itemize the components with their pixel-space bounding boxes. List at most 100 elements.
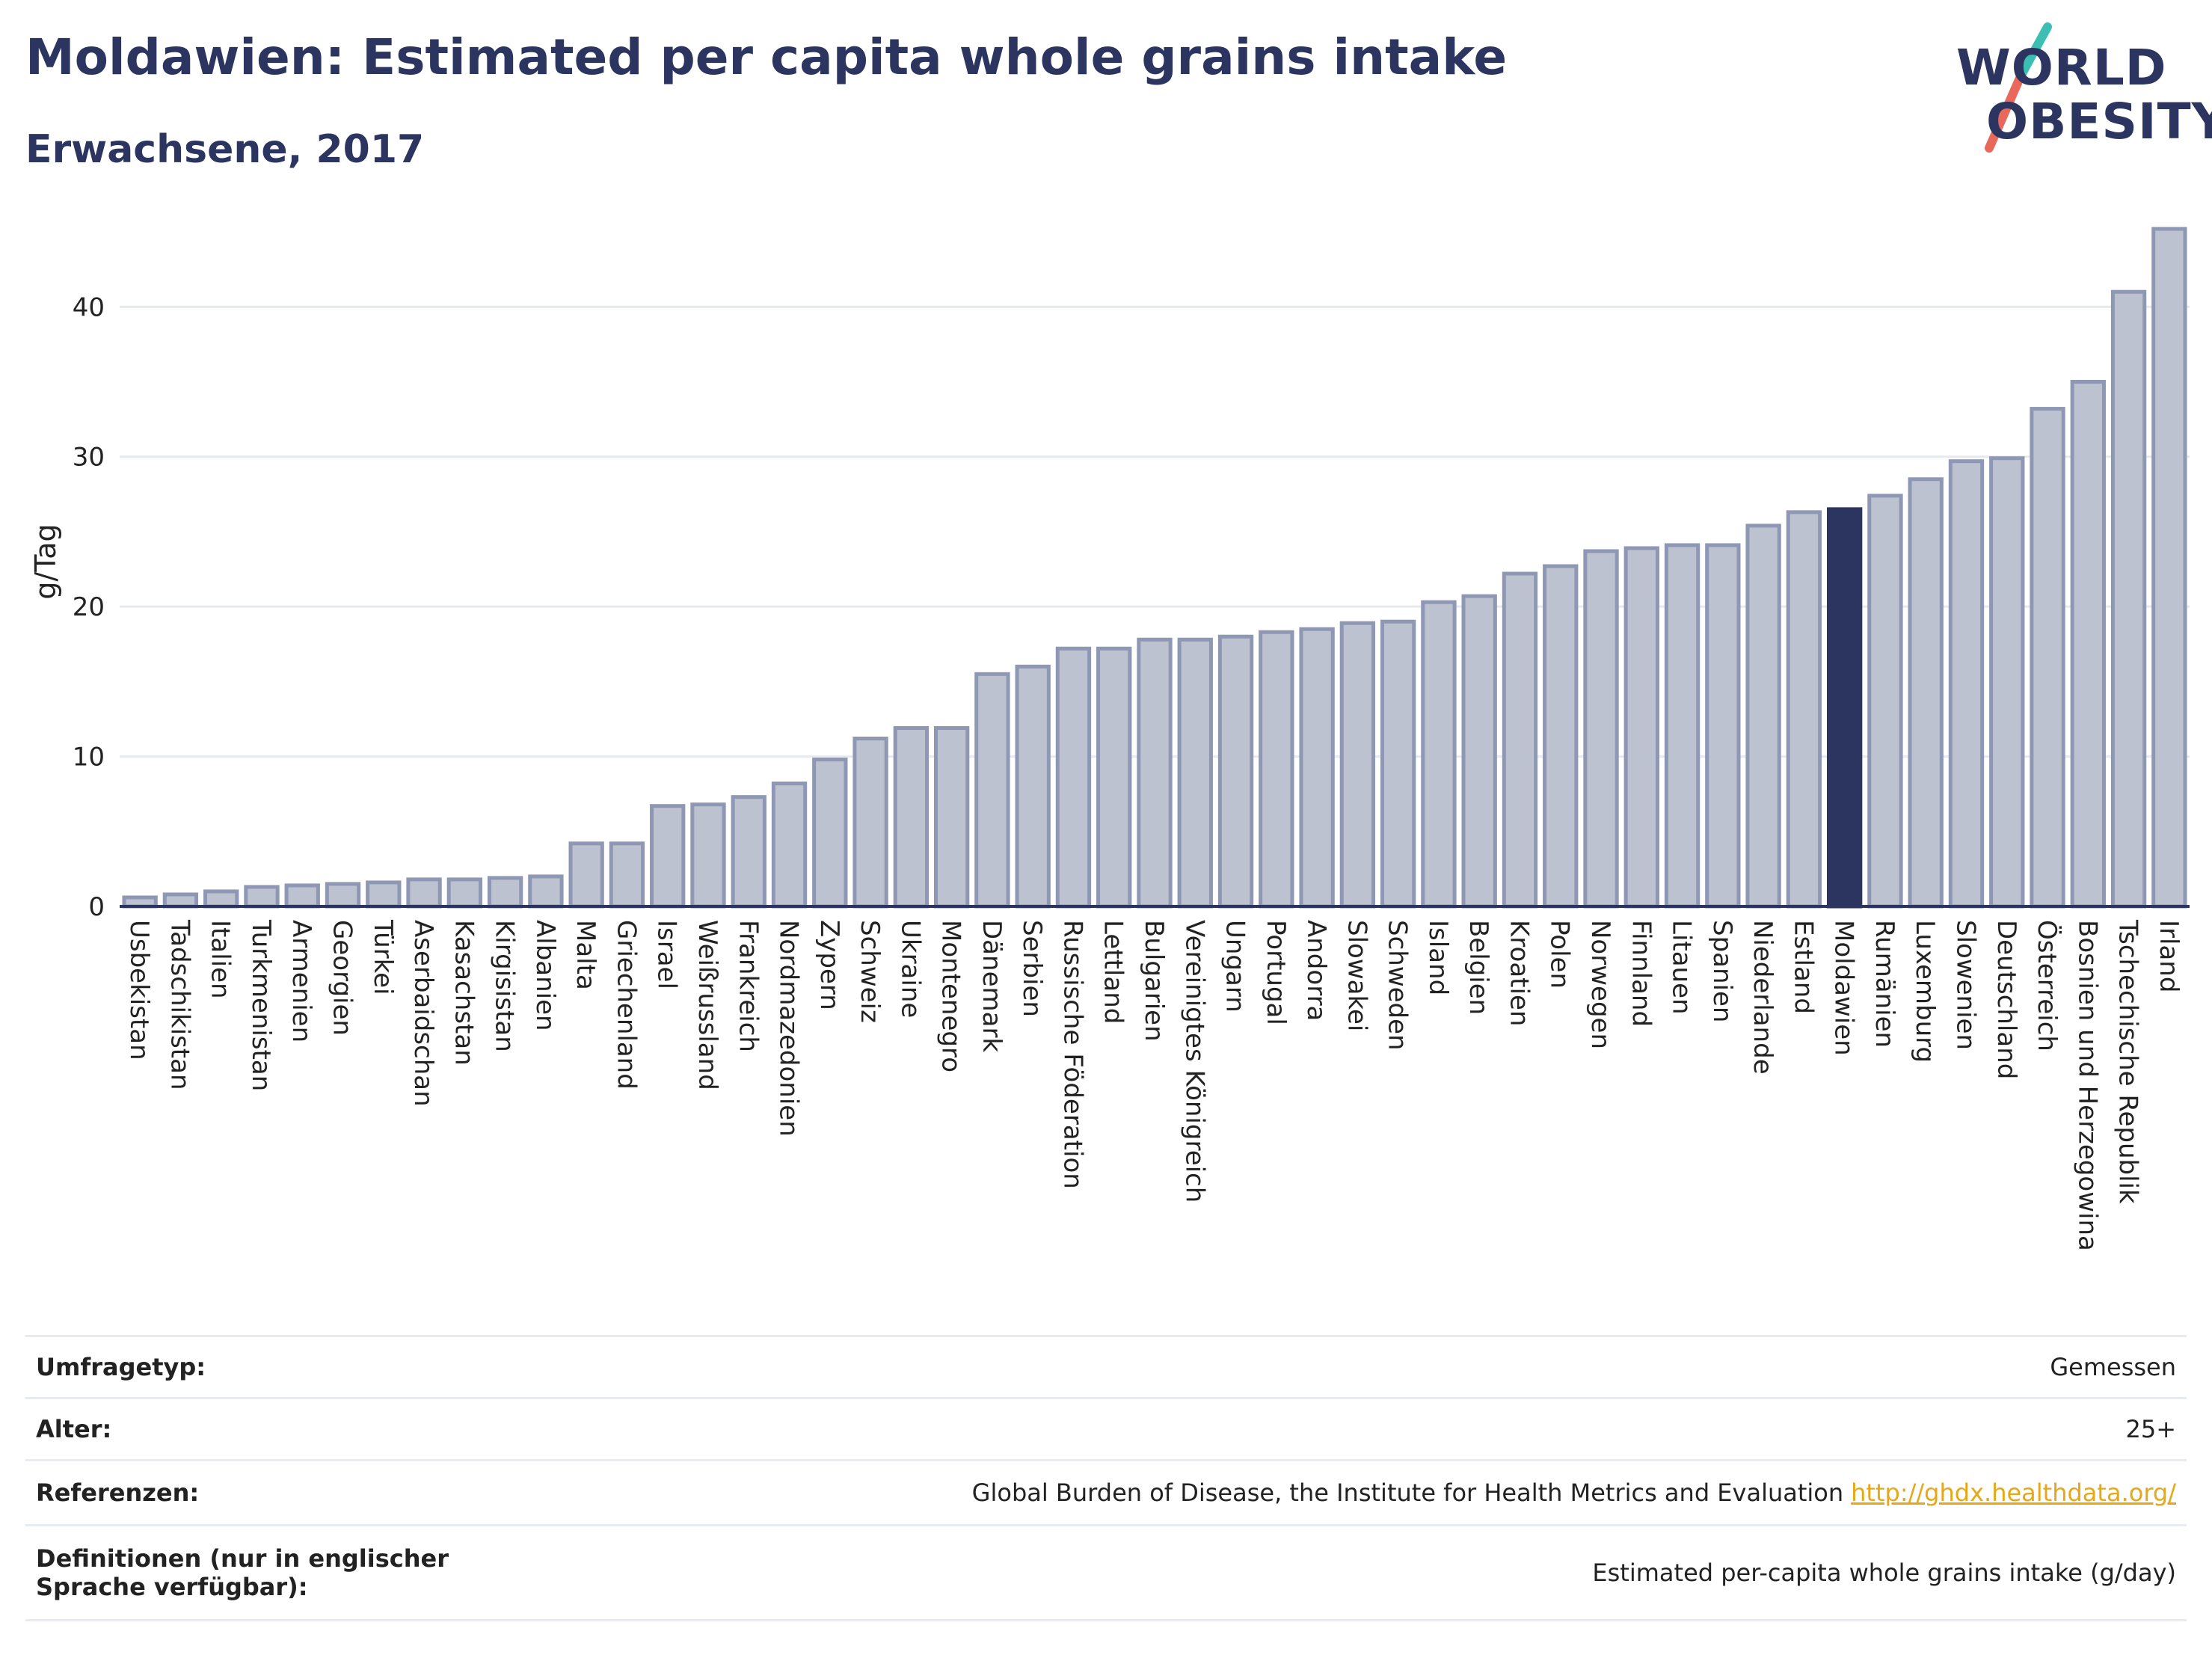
meta-value: Estimated per-capita whole grains intake… xyxy=(1592,1559,2187,1587)
x-tick-label: Andorra xyxy=(1301,920,1331,1021)
meta-label: Umfragetyp: xyxy=(36,1353,206,1381)
bar-41 xyxy=(1786,510,1822,909)
x-tick-label: Kroatien xyxy=(1504,920,1534,1026)
world-obesity-logo: WORLD OBESITY xyxy=(1952,22,2212,157)
x-tick-label: Aserbaidschan xyxy=(408,920,438,1107)
x-tick-label: Slowenien xyxy=(1950,920,1980,1050)
x-tick-label: Slowakei xyxy=(1342,920,1371,1031)
x-tick-label: Ukraine xyxy=(895,920,925,1018)
x-tick-label: Bulgarien xyxy=(1139,920,1169,1042)
x-tick-label: Nordmazedonien xyxy=(774,920,804,1137)
bar-7 xyxy=(406,877,442,909)
x-tick-label: Niederlande xyxy=(1748,920,1778,1075)
x-tick-label: Portugal xyxy=(1261,920,1291,1025)
meta-value-text: Global Burden of Disease, the Institute … xyxy=(971,1479,1844,1507)
x-tick-label: Türkei xyxy=(368,919,398,995)
x-tick-label: Belgien xyxy=(1463,920,1493,1015)
metadata-table: Umfragetyp: Gemessen Alter: 25+ Referenzen: G… xyxy=(25,1335,2187,1621)
x-tick-label: Malta xyxy=(571,920,600,990)
bar-18 xyxy=(852,737,888,909)
bar-43 xyxy=(1867,494,1903,909)
y-tick-label: 20 xyxy=(73,592,105,622)
bar-27 xyxy=(1217,634,1254,909)
meta-value: Gemessen xyxy=(2050,1353,2187,1381)
meta-label: Referenzen: xyxy=(36,1479,200,1507)
bar-17 xyxy=(812,758,848,909)
meta-value-text: Gemessen xyxy=(2050,1353,2176,1381)
x-tick-label: Norwegen xyxy=(1585,920,1615,1049)
bar-24 xyxy=(1096,646,1132,909)
bar-chart: 0 10 20 30 40 g/Tag Usbekistan Tadschikistan Ita… xyxy=(29,227,2190,1251)
logo-slash-bottom xyxy=(1985,72,2025,153)
bar-46 xyxy=(1989,456,2025,909)
x-tick-label: Tadschikistan xyxy=(165,919,194,1090)
bar-40 xyxy=(1745,523,1781,909)
bar-38 xyxy=(1664,543,1701,909)
bar-36 xyxy=(1583,549,1619,909)
bar-37 xyxy=(1623,546,1659,909)
bar-29 xyxy=(1299,627,1335,909)
bar-16 xyxy=(771,782,808,909)
x-tick-label: Kasachstan xyxy=(449,920,479,1066)
x-tick-label: Bosnien und Herzegowina xyxy=(2072,920,2102,1251)
bar-48 xyxy=(2070,379,2106,909)
logo-slash-top xyxy=(2016,22,2052,81)
bar-8 xyxy=(446,877,483,909)
x-tick-label: Zypern xyxy=(814,920,844,1010)
y-axis-label: g/Tag xyxy=(29,523,62,599)
x-tick-label: Schweden xyxy=(1383,920,1413,1051)
meta-row: Umfragetyp: Gemessen xyxy=(25,1335,2187,1397)
bar-47 xyxy=(2030,407,2065,909)
chart-title: Moldawien: Estimated per capita whole gr… xyxy=(25,28,1508,86)
meta-row: Definitionen (nur in englischer Sprache … xyxy=(25,1524,2187,1621)
bar-25 xyxy=(1137,637,1173,909)
x-tick-label: Usbekistan xyxy=(124,920,154,1060)
bar-45 xyxy=(1948,459,1985,909)
bar-28 xyxy=(1259,630,1294,909)
reference-link[interactable]: http://ghdx.healthdata.org/ xyxy=(1851,1479,2176,1507)
bar-12 xyxy=(609,841,645,909)
x-tick-label: Kirgisistan xyxy=(490,920,520,1052)
meta-value: 25+ xyxy=(2125,1415,2187,1443)
bar-23 xyxy=(1055,646,1092,909)
bar-19 xyxy=(893,725,930,909)
bar-14 xyxy=(690,802,726,909)
x-tick-label: Frankreich xyxy=(733,920,763,1052)
x-tick-label: Schweiz xyxy=(855,920,885,1023)
chart-subtitle: Erwachsene, 2017 xyxy=(25,127,425,172)
y-tick-label: 0 xyxy=(88,892,105,922)
bar-6 xyxy=(366,880,402,909)
bar-10 xyxy=(528,874,564,909)
x-tick-label: Weißrussland xyxy=(692,920,722,1090)
x-tick-label: Finnland xyxy=(1626,920,1656,1027)
y-tick-label: 10 xyxy=(73,743,105,773)
x-tick-label: Dänemark xyxy=(977,920,1007,1052)
x-tick-label: Montenegro xyxy=(936,920,966,1072)
x-tick-label: Österreich xyxy=(2032,920,2062,1051)
bar-11 xyxy=(568,841,604,909)
bar-4 xyxy=(284,883,320,909)
meta-row: Referenzen: Global Burden of Disease, the… xyxy=(25,1459,2187,1524)
bar-22 xyxy=(1015,664,1051,909)
x-tick-label: Albanien xyxy=(530,920,560,1031)
x-tick-label: Griechenland xyxy=(611,920,641,1090)
bar-33 xyxy=(1461,594,1497,909)
meta-value: Global Burden of Disease, the Institute … xyxy=(972,1479,2187,1507)
bar-39 xyxy=(1705,543,1741,909)
bar-3 xyxy=(244,885,280,909)
logo-slash-icon xyxy=(1985,22,2052,153)
x-tick-label: Armenien xyxy=(286,920,316,1043)
bar-49 xyxy=(2110,289,2147,909)
meta-row: Alter: 25+ xyxy=(25,1397,2187,1459)
x-tick-label: Turkmenistan xyxy=(246,919,276,1091)
meta-label: Alter: xyxy=(36,1415,112,1443)
x-tick-label: Estland xyxy=(1788,920,1818,1014)
bar-50 xyxy=(2151,227,2187,909)
bar-13 xyxy=(650,804,686,909)
bar-2 xyxy=(203,889,239,909)
meta-value-text: Estimated per-capita whole grains intake… xyxy=(1592,1559,2176,1587)
x-tick-label: Georgien xyxy=(328,920,357,1036)
bar-44 xyxy=(1908,477,1944,909)
bar-30 xyxy=(1339,621,1376,909)
bar-9 xyxy=(487,876,523,909)
